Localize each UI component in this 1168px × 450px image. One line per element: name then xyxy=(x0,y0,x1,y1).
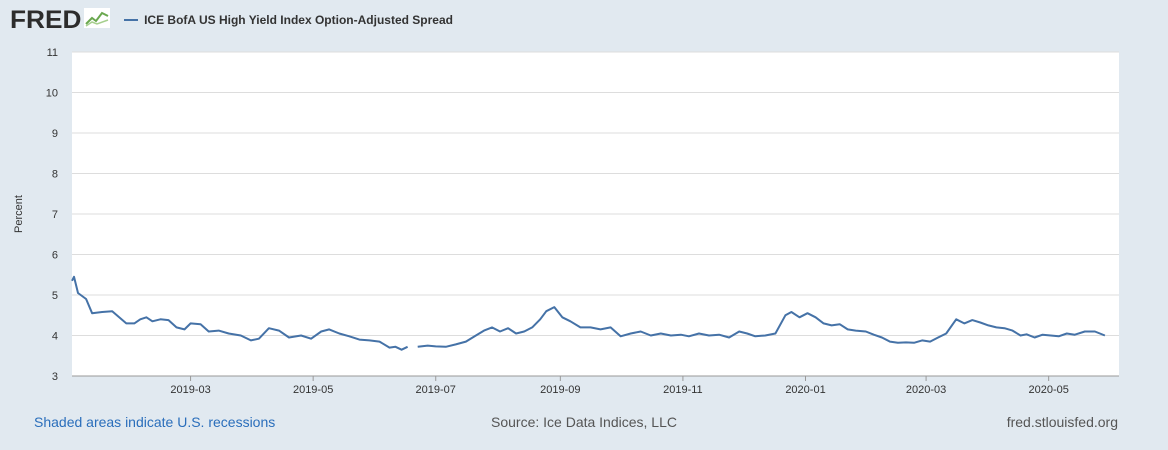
chart-legend[interactable]: ICE BofA US High Yield Index Option-Adju… xyxy=(124,13,453,27)
y-axis-title: Percent xyxy=(13,195,25,233)
chart-line-icon xyxy=(84,7,111,33)
y-tick-label: 9 xyxy=(52,128,58,140)
source-note: Source: Ice Data Indices, LLC xyxy=(491,414,677,430)
y-tick-label: 6 xyxy=(52,250,58,262)
y-tick-label: 10 xyxy=(46,88,58,100)
x-tick-label: 2020-03 xyxy=(906,384,946,396)
series-line[interactable] xyxy=(417,306,1106,348)
y-tick-label: 7 xyxy=(52,209,58,221)
site-link[interactable]: fred.stlouisfed.org xyxy=(1006,414,1118,430)
y-tick-label: 5 xyxy=(52,290,58,302)
y-tick-label: 3 xyxy=(52,371,58,383)
x-tick-label: 2019-05 xyxy=(293,384,333,396)
fred-logo[interactable]: FRED xyxy=(10,5,82,34)
chart-footer: Shaded areas indicate U.S. recessions So… xyxy=(0,414,1168,436)
legend-label: ICE BofA US High Yield Index Option-Adju… xyxy=(144,13,453,27)
x-tick-label: 2019-09 xyxy=(540,384,580,396)
recessions-note-link[interactable]: Shaded areas indicate U.S. recessions xyxy=(34,414,276,430)
y-axis: 3 4 5 6 7 8 9 10 11 xyxy=(46,47,58,383)
x-tick-label: 2020-05 xyxy=(1028,384,1068,396)
series-line[interactable] xyxy=(71,275,409,351)
y-tick-label: 4 xyxy=(52,331,58,343)
x-tick-label: 2020-01 xyxy=(785,384,825,396)
y-tick-label: 11 xyxy=(47,47,58,59)
chart-header: FRED ICE BofA US High Yield Index Option… xyxy=(10,6,453,34)
x-tick-label: 2019-07 xyxy=(416,384,456,396)
x-tick-label: 2019-11 xyxy=(663,384,703,396)
legend-line-swatch xyxy=(124,19,139,21)
series-layer[interactable] xyxy=(71,275,1106,351)
x-axis: 2019-03 2019-05 2019-07 2019-09 2019-11 2020-… xyxy=(72,375,1119,396)
x-tick-label: 2019-03 xyxy=(170,384,210,396)
line-chart[interactable]: 3 4 5 6 7 8 9 10 11 2019-03 2019-05 2019-07 2019-09… xyxy=(0,0,1168,410)
y-tick-label: 8 xyxy=(52,169,58,181)
